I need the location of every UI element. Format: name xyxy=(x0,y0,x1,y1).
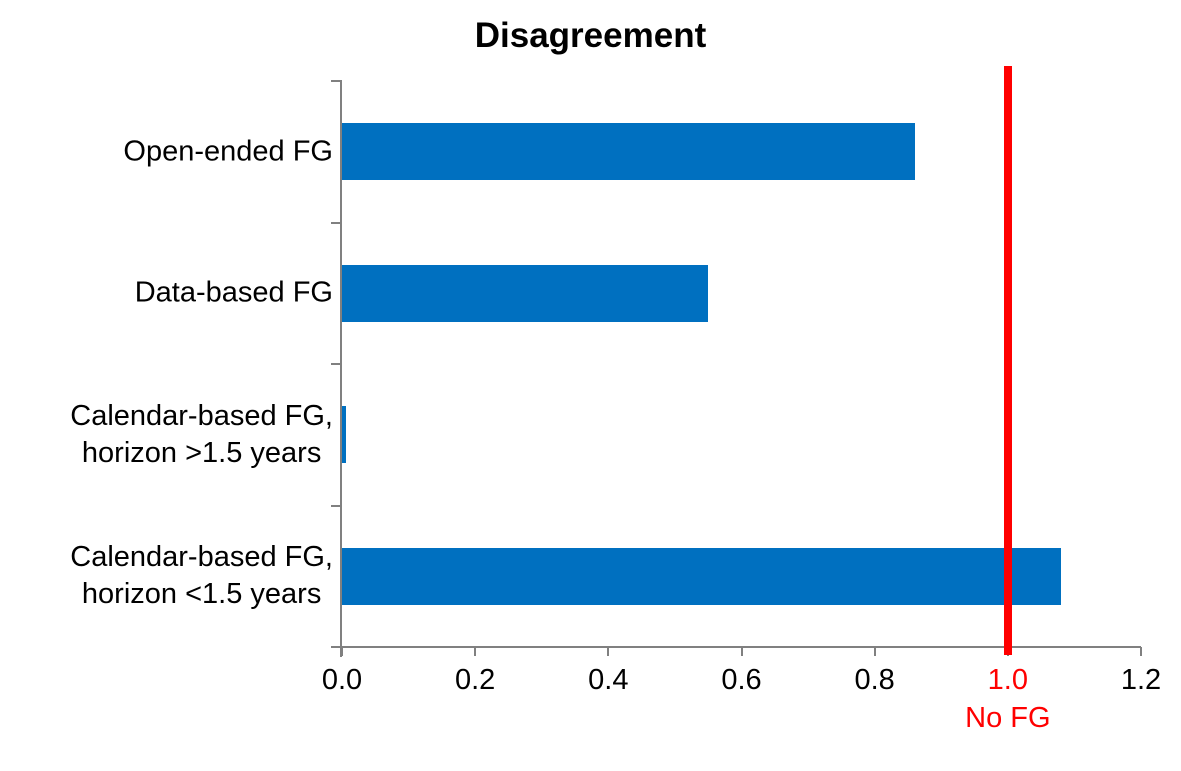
x-tick-label: 0.8 xyxy=(854,664,895,696)
y-axis-tick xyxy=(331,363,342,365)
x-tick-label-reference: 1.0 xyxy=(987,664,1028,696)
bar-0 xyxy=(342,123,915,181)
x-axis-tick xyxy=(873,647,876,656)
category-label-3: Calendar-based FG, horizon <1.5 years xyxy=(70,541,333,611)
reference-line-label: No FG xyxy=(965,702,1051,734)
x-tick-label: 0.2 xyxy=(454,664,496,696)
x-axis-line xyxy=(331,646,1141,648)
chart-title: Disagreement xyxy=(474,16,707,55)
x-axis-tick xyxy=(607,647,610,656)
category-label-1: Data-based FG xyxy=(134,276,333,309)
x-tick-label: 0.0 xyxy=(321,664,363,696)
x-tick-label: 0.4 xyxy=(588,664,629,696)
bar-2 xyxy=(342,406,346,464)
x-tick-label: 0.6 xyxy=(721,664,762,696)
x-axis-tick xyxy=(341,647,343,656)
category-label-0: Open-ended FG xyxy=(123,135,333,168)
bar-1 xyxy=(342,264,708,322)
y-axis-tick xyxy=(331,504,342,507)
x-axis-tick xyxy=(740,647,743,656)
category-label-2: Calendar-based FG, horizon >1.5 years xyxy=(70,399,333,469)
y-axis-tick xyxy=(331,221,342,224)
x-axis-tick xyxy=(1140,647,1142,656)
bar-3 xyxy=(342,547,1061,605)
reference-line xyxy=(1003,66,1012,655)
y-axis-tick xyxy=(331,80,342,82)
y-axis-line xyxy=(340,81,342,657)
x-tick-label: 1.2 xyxy=(1120,664,1162,696)
x-axis-tick xyxy=(474,647,477,656)
